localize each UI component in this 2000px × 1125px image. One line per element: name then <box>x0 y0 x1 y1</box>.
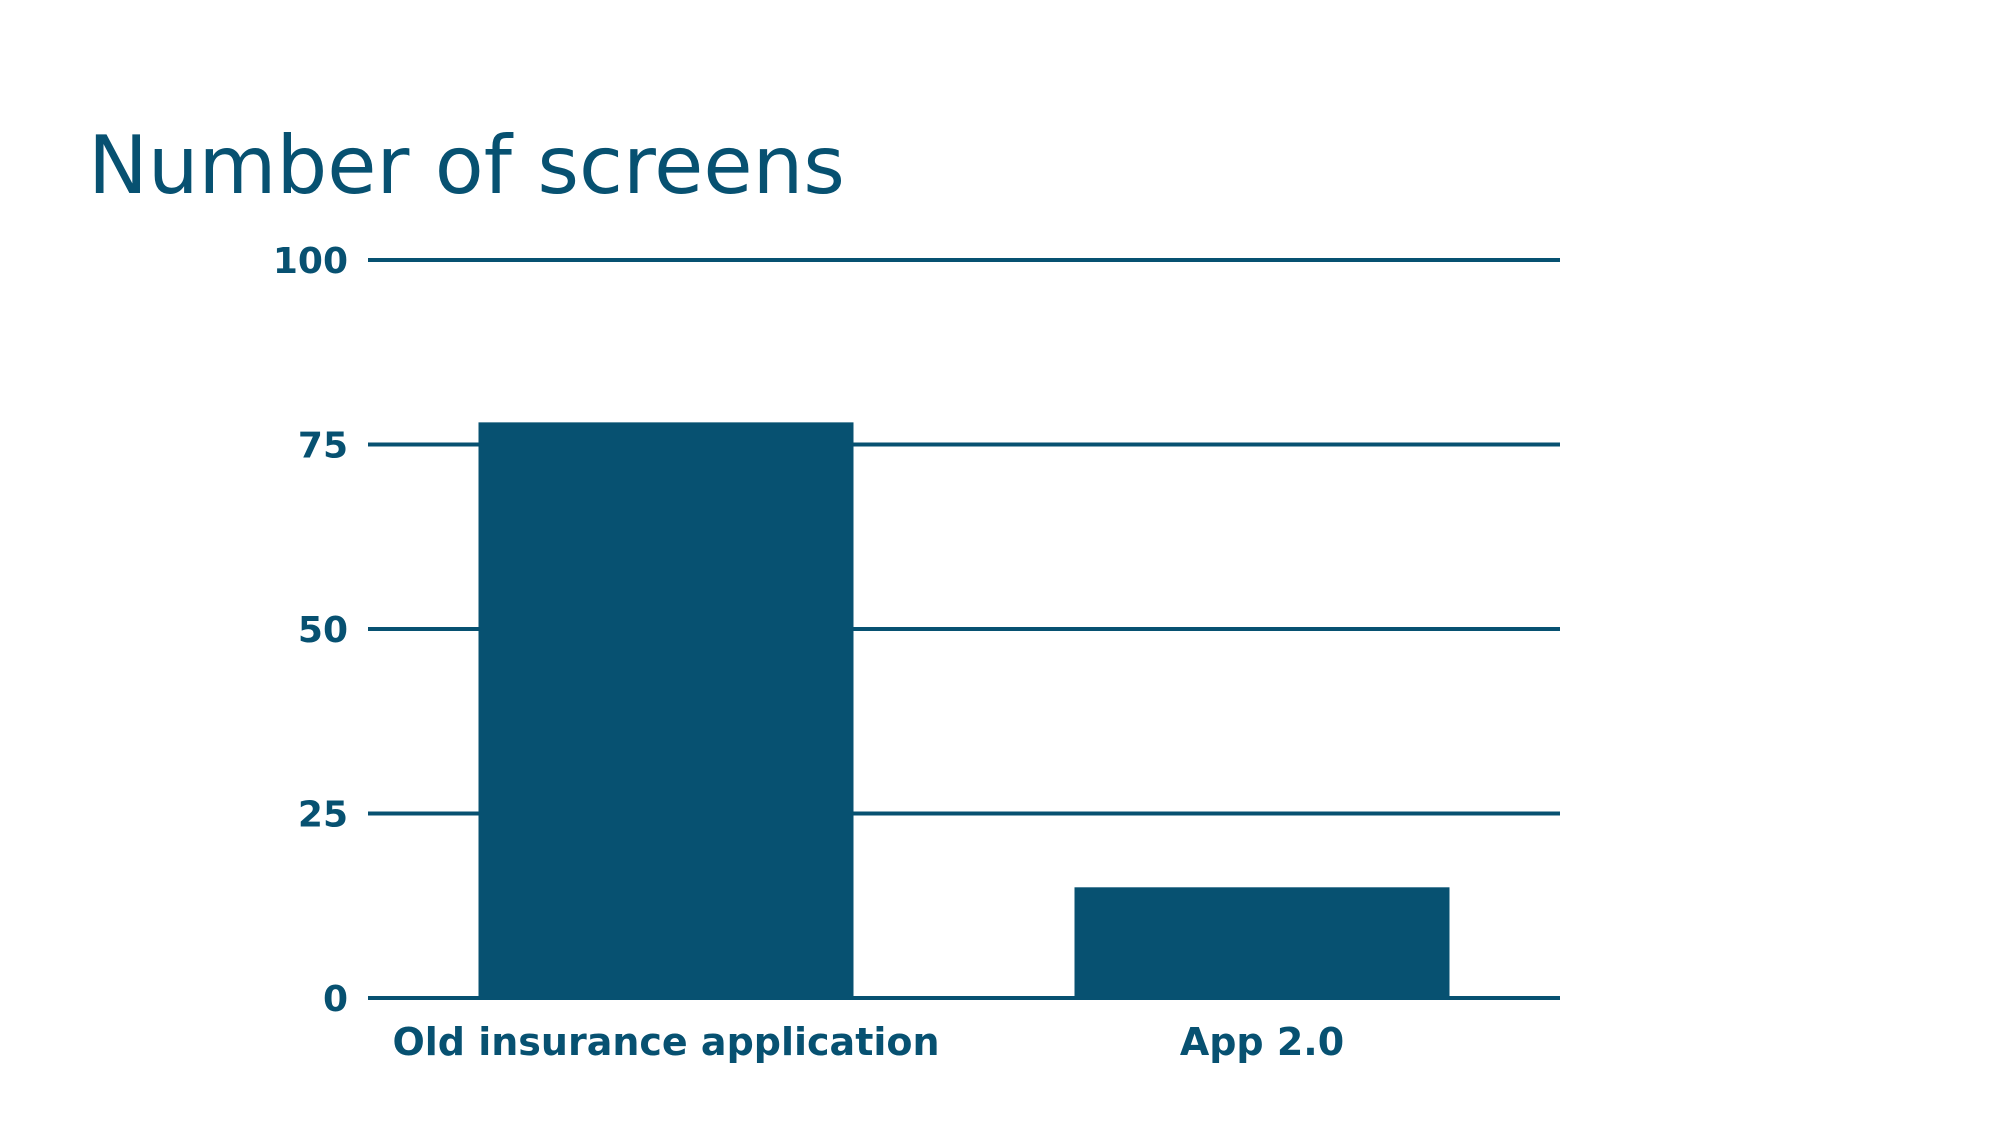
chart-title: Number of screens <box>88 119 845 212</box>
x-category-label: Old insurance application <box>392 1020 939 1064</box>
bar <box>1074 887 1450 998</box>
y-axis-tick-labels: 0 25 50 75 100 <box>273 241 348 1020</box>
y-tick-label: 75 <box>298 426 348 467</box>
x-axis-category-labels: Old insurance application App 2.0 <box>392 1020 1344 1064</box>
y-tick-label: 0 <box>323 979 348 1020</box>
y-tick-label: 50 <box>298 610 348 651</box>
x-category-label: App 2.0 <box>1180 1020 1344 1064</box>
bars <box>478 422 1450 998</box>
bar <box>478 422 854 998</box>
y-tick-label: 100 <box>273 241 348 282</box>
y-tick-label: 25 <box>298 795 348 836</box>
